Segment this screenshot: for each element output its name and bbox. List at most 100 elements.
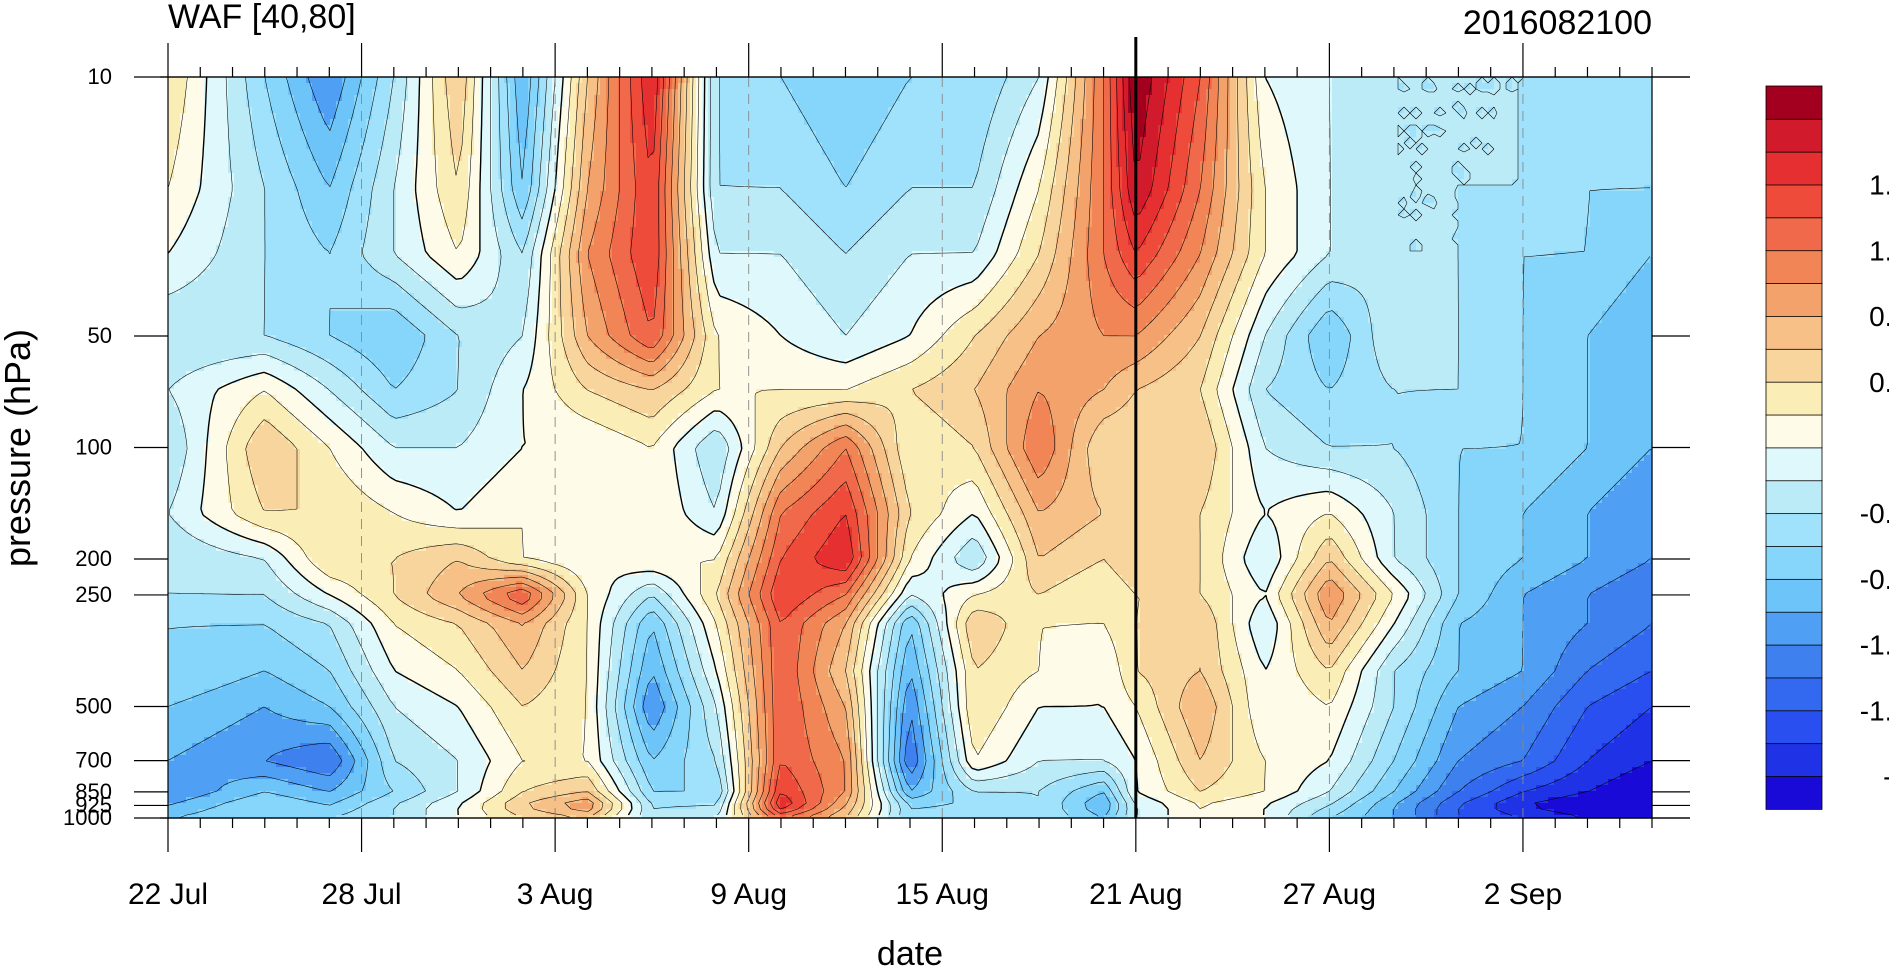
contour-cell (1566, 83, 1573, 90)
contour-cell (1482, 131, 1489, 138)
contour-cell (1314, 101, 1321, 108)
contour-cell (1338, 77, 1345, 84)
contour-cell (678, 131, 685, 138)
contour-cell (1170, 101, 1177, 108)
contour-cell (786, 77, 793, 84)
contour-cell (774, 95, 781, 102)
contour-cell (852, 125, 859, 132)
contour-cell (948, 113, 955, 120)
contour-cell (1584, 113, 1591, 120)
contour-cell (1242, 119, 1249, 126)
contour-cell (270, 89, 277, 96)
contour-cell (1086, 89, 1093, 96)
contour-cell (360, 137, 367, 144)
contour-cell (978, 89, 985, 96)
contour-cell (1200, 95, 1207, 102)
contour-cell (1014, 83, 1021, 90)
contour-cell (816, 113, 823, 120)
contour-cell (1056, 107, 1063, 114)
contour-cell (990, 125, 997, 132)
contour-cell (1362, 125, 1369, 132)
contour-cell (306, 77, 313, 84)
contour-cell (282, 113, 289, 120)
contour-cell (516, 131, 523, 138)
contour-cell (648, 119, 655, 126)
contour-cell (1440, 95, 1447, 102)
contour-cell (540, 113, 547, 120)
contour-cell (504, 131, 511, 138)
contour-cell (516, 101, 523, 108)
contour-cell (678, 89, 685, 96)
contour-cell (1596, 95, 1603, 102)
contour-cell (210, 77, 217, 84)
contour-cell (1362, 107, 1369, 114)
contour-cell (750, 119, 757, 126)
contour-cell (1050, 101, 1057, 108)
contour-cell (288, 107, 295, 114)
contour-cell (1296, 107, 1303, 114)
contour-cell (264, 125, 271, 132)
contour-cell (1110, 113, 1117, 120)
contour-cell (1584, 101, 1591, 108)
contour-cell (510, 77, 517, 84)
contour-cell (1602, 77, 1609, 84)
contour-cell (948, 125, 955, 132)
contour-cell (1320, 101, 1327, 108)
contour-cell (852, 101, 859, 108)
contour-cell (570, 119, 577, 126)
contour-cell (198, 77, 205, 84)
contour-cell (1518, 131, 1525, 138)
contour-cell (1446, 107, 1453, 114)
contour-cell (618, 77, 625, 84)
contour-cell (492, 101, 499, 108)
chart-date-label: 2016082100 (1463, 4, 1652, 42)
contour-cell (1608, 101, 1615, 108)
contour-cell (1080, 77, 1087, 84)
contour-cell (624, 119, 631, 126)
contour-cell (390, 137, 397, 144)
contour-cell (186, 113, 193, 120)
contour-cell (846, 107, 853, 114)
contour-cell (240, 113, 247, 120)
contour-cell (1308, 125, 1315, 132)
contour-cell (564, 107, 571, 114)
contour-cell (492, 77, 499, 84)
contour-cell (648, 89, 655, 96)
contour-cell (960, 131, 967, 138)
contour-cell (402, 125, 409, 132)
chart-title: WAF [40,80] (168, 0, 356, 36)
contour-cell (1212, 89, 1219, 96)
contour-cell (1410, 95, 1417, 102)
contour-cell (1356, 125, 1363, 132)
contour-cell (1488, 107, 1495, 114)
contour-cell (666, 113, 673, 120)
contour-cell (780, 125, 787, 132)
contour-cell (678, 101, 685, 108)
contour-cell (1518, 125, 1525, 132)
contour-cell (396, 89, 403, 96)
contour-cell (1278, 125, 1285, 132)
contour-cell (1626, 125, 1633, 132)
contour-cell (1626, 83, 1633, 90)
contour-cell (582, 119, 589, 126)
contour-cell (972, 107, 979, 114)
contour-cell (732, 131, 739, 138)
contour-cell (1488, 95, 1495, 102)
contour-cell (486, 119, 493, 126)
contour-cell (1422, 83, 1429, 90)
contour-cell (1638, 113, 1645, 120)
contour-cell (1200, 89, 1207, 96)
contour-cell (324, 83, 331, 90)
contour-cell (1596, 77, 1603, 84)
contour-cell (930, 83, 937, 90)
contour-cell (864, 125, 871, 132)
contour-cell (1584, 131, 1591, 138)
contour-cell (912, 95, 919, 102)
contour-cell (360, 83, 367, 90)
contour-cell (726, 125, 733, 132)
contour-cell (678, 125, 685, 132)
contour-cell (1332, 125, 1339, 132)
contour-cell (492, 83, 499, 90)
contour-cell (288, 101, 295, 108)
contour-cell (360, 101, 367, 108)
